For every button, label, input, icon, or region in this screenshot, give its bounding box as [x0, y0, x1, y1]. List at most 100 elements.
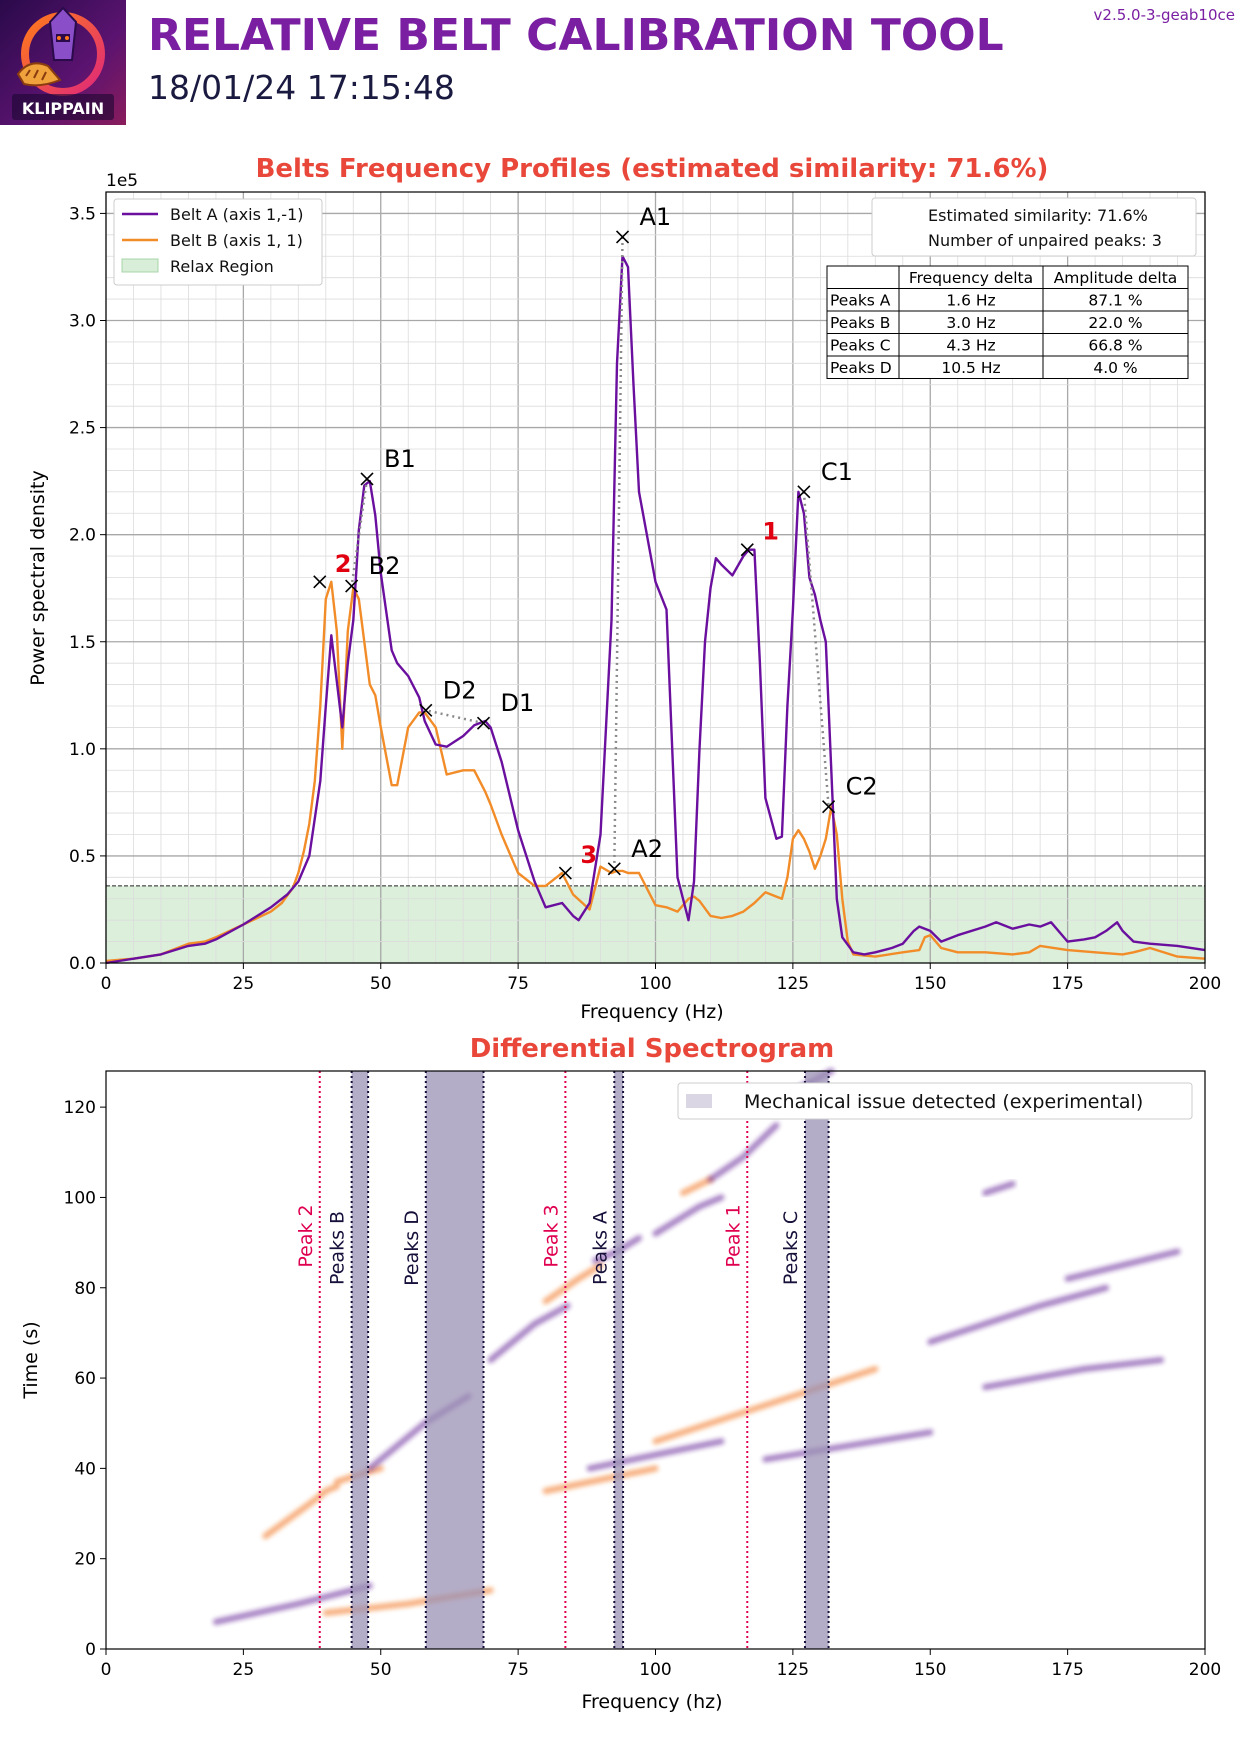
unpaired-line-label: Peak 2	[295, 1204, 317, 1267]
top-x-tick-label: 200	[1189, 974, 1221, 994]
bottom-x-tick-label: 0	[101, 1660, 112, 1680]
bottom-chart-title: Differential Spectrogram	[470, 1034, 835, 1064]
table-cell: Peaks D	[830, 359, 892, 377]
top-x-tick-label: 100	[639, 974, 671, 994]
spectrogram-streak-purple	[586, 1438, 725, 1472]
unpaired-peak-marker-3	[558, 866, 572, 880]
table-header-cell: Frequency delta	[909, 269, 1033, 287]
spectrogram-streak-purple	[762, 1429, 934, 1463]
spectrogram-streak-purple	[652, 1194, 725, 1237]
table-cell: 22.0 %	[1088, 314, 1142, 332]
peak-label-a2: A2	[631, 835, 663, 863]
unpaired-peak-label-3: 3	[580, 841, 597, 869]
peak-label-a1: A1	[640, 203, 672, 231]
region-label: Peaks A	[589, 1211, 611, 1285]
peak-label-d1: D1	[501, 689, 535, 717]
peak-pair-links	[350, 236, 830, 869]
spectrogram-streak-orange	[680, 1176, 714, 1196]
table-cell: Peaks C	[830, 337, 891, 355]
version-label: v2.5.0-3-geab10ce	[1093, 6, 1235, 24]
top-y-tick-label: 3.5	[69, 204, 96, 224]
bottom-y-tick-label: 20	[74, 1550, 96, 1570]
bottom-x-tick-label: 100	[639, 1660, 671, 1680]
bottom-x-tick-label: 150	[914, 1660, 946, 1680]
top-x-tick-label: 50	[370, 974, 392, 994]
top-y-tick-label: 2.0	[69, 526, 96, 546]
peak-label-c1: C1	[821, 458, 853, 486]
peak-marker-c1	[797, 485, 811, 499]
bottom-y-tick-label: 120	[64, 1098, 96, 1118]
spectrogram-legend: Mechanical issue detected (experimental)	[677, 1082, 1193, 1120]
bottom-x-tick-label: 50	[370, 1660, 392, 1680]
spectrogram-streaks	[212, 1068, 1181, 1625]
top-x-tick-label: 0	[101, 974, 112, 994]
bottom-y-tick-label: 60	[74, 1369, 96, 1389]
legend-belt-a: Belt A (axis 1,-1)	[170, 205, 304, 224]
spectrogram-streak-orange	[262, 1483, 340, 1540]
peak-marker-d1	[476, 716, 491, 730]
peak-marker-a1	[615, 230, 630, 244]
mechanical-region-peaks-d	[425, 1071, 484, 1649]
table-cell: 4.0 %	[1093, 359, 1137, 377]
top-x-tick-label: 125	[777, 974, 809, 994]
peak-markers: A1 A2 B1 B2 C1 C2 D1 D2 1 2 3	[313, 203, 878, 880]
top-y-tick-label: 0.0	[69, 954, 96, 974]
summary-unpaired: Number of unpaired peaks: 3	[928, 231, 1162, 250]
table-cell: 3.0 Hz	[946, 314, 995, 332]
bottom-y-tick-label: 0	[85, 1640, 96, 1660]
peak-label-c2: C2	[846, 773, 878, 801]
summary-similarity: Estimated similarity: 71.6%	[928, 206, 1148, 225]
top-chart-title: Belts Frequency Profiles (estimated simi…	[256, 154, 1049, 184]
similarity-summary: Estimated similarity: 71.6% Number of un…	[871, 197, 1197, 257]
bottom-x-tick-label: 25	[233, 1660, 255, 1680]
spectrogram-streak-purple	[212, 1582, 373, 1625]
spectrogram-streak-orange	[542, 1262, 604, 1305]
mechanical-region-peaks-a	[614, 1071, 624, 1649]
table-cell: 1.6 Hz	[946, 292, 995, 310]
legend-belt-b: Belt B (axis 1, 1)	[170, 231, 303, 250]
peak-pair-link-b	[350, 478, 369, 587]
bottom-x-tick-label: 125	[777, 1660, 809, 1680]
mechanical-regions: Peaks B Peaks D Peaks A Peaks C	[327, 1071, 830, 1649]
belts-frequency-chart: Belts Frequency Profiles (estimated simi…	[27, 154, 1221, 1023]
peak-pair-link-d	[425, 709, 484, 725]
klippain-logo: KLIPPAIN	[0, 0, 126, 125]
region-label: Peaks D	[401, 1210, 423, 1286]
table-cell: Peaks B	[830, 314, 890, 332]
peak-label-d2: D2	[443, 676, 477, 704]
unpaired-peak-label-2: 2	[335, 550, 352, 578]
top-y-label: Power spectral density	[27, 470, 49, 685]
top-y-tick-label: 1.0	[69, 740, 96, 760]
unpaired-line-label: Peak 1	[722, 1204, 744, 1267]
table-cell: 66.8 %	[1088, 337, 1142, 355]
belt-b-line	[105, 580, 1206, 963]
belt-a-line	[105, 255, 1206, 965]
spectrogram-legend-text: Mechanical issue detected (experimental)	[744, 1091, 1143, 1113]
spectrogram-streak-purple	[1064, 1248, 1181, 1282]
y-multiplier: 1e5	[106, 171, 138, 191]
mechanical-region-peaks-b	[351, 1071, 369, 1649]
table-header-cell: Amplitude delta	[1054, 269, 1178, 287]
peak-label-b1: B1	[384, 445, 416, 473]
table-cell: 4.3 Hz	[946, 337, 995, 355]
top-legend: Belt A (axis 1,-1) Belt B (axis 1, 1) Re…	[113, 198, 323, 286]
peak-pair-link-c	[802, 491, 830, 807]
spectrogram-streak-purple	[982, 1357, 1164, 1391]
unpaired-peak-label-1: 1	[762, 518, 779, 546]
peak-marker-d2	[419, 703, 433, 717]
unpaired-peak-marker-1	[740, 543, 754, 557]
peak-marker-c2	[822, 800, 836, 814]
region-label: Peaks B	[327, 1211, 349, 1285]
bottom-plot-frame	[105, 1070, 1206, 1650]
top-y-tick-label: 2.5	[69, 419, 96, 439]
unpaired-peak-marker-2	[313, 575, 327, 589]
peak-marker-a2	[607, 862, 621, 876]
legend-relax: Relax Region	[170, 257, 274, 276]
spectrogram-streak-purple	[982, 1180, 1016, 1196]
top-y-tick-label: 3.0	[69, 312, 96, 332]
bottom-x-tick-label: 175	[1051, 1660, 1083, 1680]
bottom-y-label: Time (s)	[20, 1321, 42, 1399]
bottom-x-label: Frequency (hz)	[581, 1691, 722, 1713]
table-cell: Peaks A	[830, 292, 891, 310]
